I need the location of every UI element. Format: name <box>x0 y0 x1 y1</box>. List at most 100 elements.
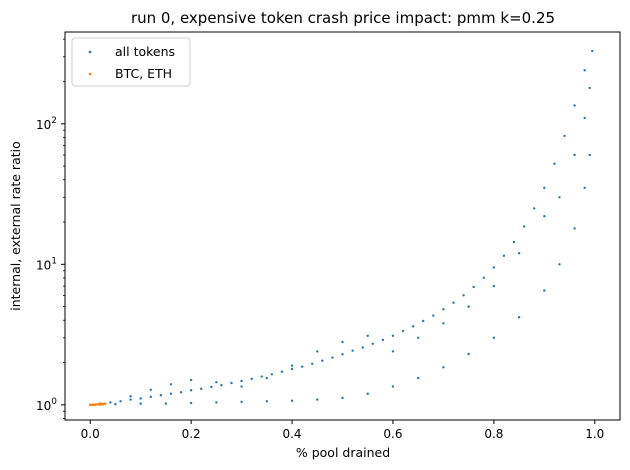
data-point <box>240 385 243 388</box>
data-point <box>432 314 435 317</box>
legend-box <box>71 37 191 87</box>
data-point <box>502 254 506 257</box>
x-tick-label: 0.2 <box>182 427 201 441</box>
data-point <box>442 366 445 369</box>
data-point <box>517 316 521 319</box>
data-point <box>149 388 152 391</box>
data-point <box>290 399 294 402</box>
data-point <box>189 389 193 392</box>
data-point <box>240 379 243 383</box>
data-point <box>416 336 420 339</box>
data-point <box>543 289 546 292</box>
data-point <box>416 376 420 380</box>
data-point <box>543 186 546 190</box>
data-point <box>543 215 546 218</box>
data-point <box>99 403 102 406</box>
data-point <box>517 251 521 255</box>
data-point <box>558 196 561 199</box>
x-tick-label: 0.4 <box>282 427 301 441</box>
chart-title: run 0, expensive token crash price impac… <box>131 9 555 27</box>
data-point <box>94 403 97 407</box>
data-point <box>492 266 496 269</box>
data-point <box>164 402 168 405</box>
data-point <box>159 394 163 397</box>
data-point <box>179 391 183 394</box>
data-point <box>371 342 374 345</box>
data-point <box>341 396 344 400</box>
data-point <box>200 387 203 391</box>
data-point <box>512 240 516 244</box>
data-point <box>391 334 395 337</box>
data-point <box>442 322 445 325</box>
data-point <box>366 334 369 337</box>
legend-marker-btc-eth <box>88 72 92 76</box>
data-point <box>270 373 274 376</box>
data-point <box>265 400 269 403</box>
data-point <box>300 365 304 368</box>
data-point <box>316 398 319 401</box>
data-point <box>462 294 465 297</box>
data-point <box>492 284 496 288</box>
data-point <box>553 162 556 165</box>
data-point <box>210 385 213 389</box>
data-point <box>583 69 586 72</box>
data-point <box>401 329 405 333</box>
series-0 <box>89 49 594 407</box>
data-point <box>311 362 314 365</box>
data-point <box>119 400 122 403</box>
data-point <box>290 367 294 371</box>
data-point <box>316 350 319 353</box>
data-point <box>361 346 364 349</box>
legend-marker-all-tokens <box>88 50 92 54</box>
legend: all tokens BTC, ETH <box>71 37 191 87</box>
data-point <box>109 401 112 404</box>
data-point <box>169 383 173 386</box>
data-point <box>366 392 369 395</box>
data-point <box>260 375 263 378</box>
y-tick-label: 100 <box>36 397 57 413</box>
data-point <box>215 380 218 384</box>
x-tick-label: 0.0 <box>81 427 100 441</box>
data-point <box>422 319 425 323</box>
data-point <box>573 104 576 107</box>
plot-frame <box>64 31 621 421</box>
legend-label-all-tokens: all tokens <box>115 44 175 59</box>
data-point <box>381 338 385 342</box>
y-axis-label: internal, external rate ratio <box>8 141 23 311</box>
data-point <box>391 385 395 388</box>
data-point <box>522 225 526 228</box>
data-point <box>391 350 395 353</box>
x-axis-label: % pool drained <box>296 445 390 460</box>
legend-label-btc-eth: BTC, ETH <box>115 66 172 81</box>
data-point <box>129 395 132 398</box>
data-point <box>588 86 591 90</box>
data-point <box>467 352 470 356</box>
data-point <box>280 370 284 373</box>
data-point <box>588 153 591 157</box>
data-point <box>563 134 566 138</box>
data-point <box>583 116 586 120</box>
series-1 <box>89 402 107 407</box>
data-point <box>591 49 594 53</box>
x-tick-label: 0.6 <box>383 427 402 441</box>
data-point <box>215 401 218 404</box>
data-point <box>149 395 152 399</box>
data-point <box>169 392 173 395</box>
data-point <box>230 381 233 385</box>
data-point <box>290 364 294 367</box>
data-point <box>573 153 576 157</box>
data-point <box>452 301 455 304</box>
data-point <box>104 402 107 405</box>
data-point <box>341 340 344 344</box>
y-tick-label: 102 <box>36 116 57 132</box>
x-axis: 0.0 0.2 0.4 0.6 0.8 1.0 <box>81 420 604 441</box>
data-point <box>467 305 470 308</box>
data-point <box>583 186 586 190</box>
points-layer <box>89 49 594 407</box>
data-point <box>472 285 475 289</box>
data-point <box>351 349 354 352</box>
data-point <box>129 398 132 401</box>
x-tick-label: 0.8 <box>484 427 503 441</box>
data-point <box>411 325 415 328</box>
